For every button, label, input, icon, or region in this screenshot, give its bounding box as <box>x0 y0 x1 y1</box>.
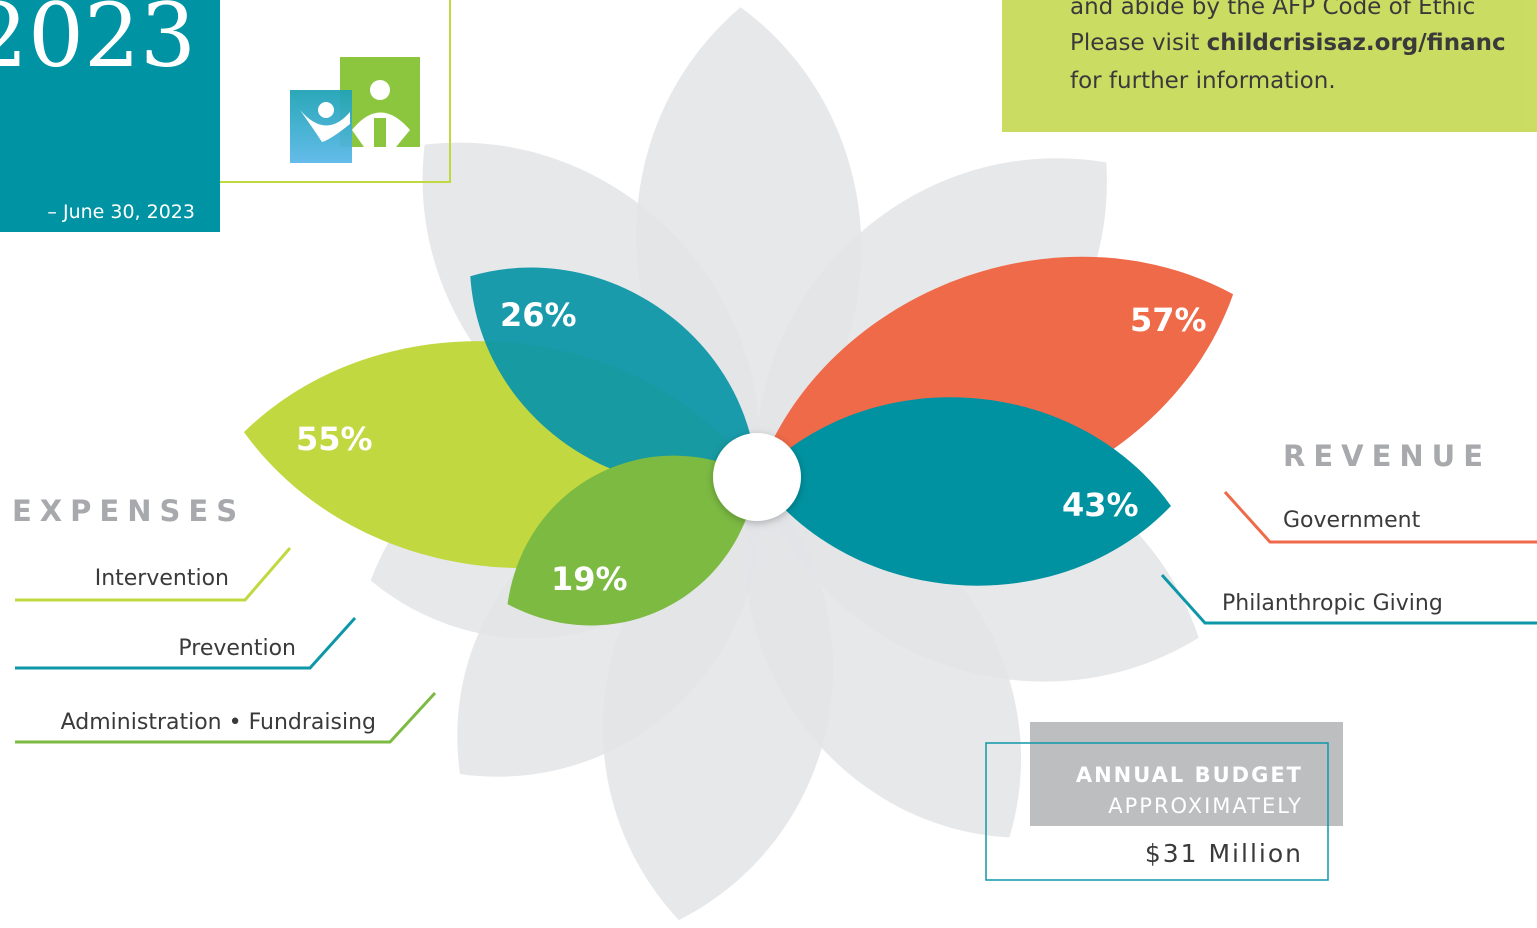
notice-text: Please visit <box>1070 30 1207 56</box>
revenue-title: REVENUE <box>1283 439 1491 473</box>
legend-label: Intervention <box>95 566 229 591</box>
legend-label: Prevention <box>178 636 296 661</box>
logo <box>290 57 420 163</box>
page: {"header": {"year": "2023", "period": "–… <box>0 0 1537 928</box>
percent-label: 57% <box>1130 301 1207 339</box>
logo-head <box>318 102 334 118</box>
percent-label: 26% <box>500 296 577 334</box>
legend-label: Government <box>1283 508 1421 533</box>
legend-label: Administration • Fundraising <box>61 710 376 735</box>
expenses-title: EXPENSES <box>12 494 245 528</box>
percent-label: 19% <box>551 560 628 598</box>
notice-line: for further information. <box>1070 68 1336 94</box>
percent-label: 43% <box>1062 486 1139 524</box>
notice-line: and abide by the AFP Code of Ethic <box>1070 0 1475 20</box>
notice-link[interactable]: childcrisisaz.org/financ <box>1207 30 1506 56</box>
budget-amount: $31 Million <box>1145 839 1303 868</box>
logo-head <box>370 80 390 100</box>
budget-qualifier: APPROXIMATELY <box>1108 794 1303 818</box>
center-circle <box>713 433 801 521</box>
infographic: 55% 26% 19% 57% 43% 2023 – June 30, 2023… <box>0 0 1537 928</box>
header-year: 2023 <box>0 0 196 87</box>
budget-title: ANNUAL BUDGET <box>1076 763 1303 787</box>
percent-label: 55% <box>296 420 373 458</box>
notice-line: Please visit childcrisisaz.org/financ <box>1070 30 1506 56</box>
header-period: – June 30, 2023 <box>47 201 195 223</box>
legend-label: Philanthropic Giving <box>1222 591 1443 616</box>
